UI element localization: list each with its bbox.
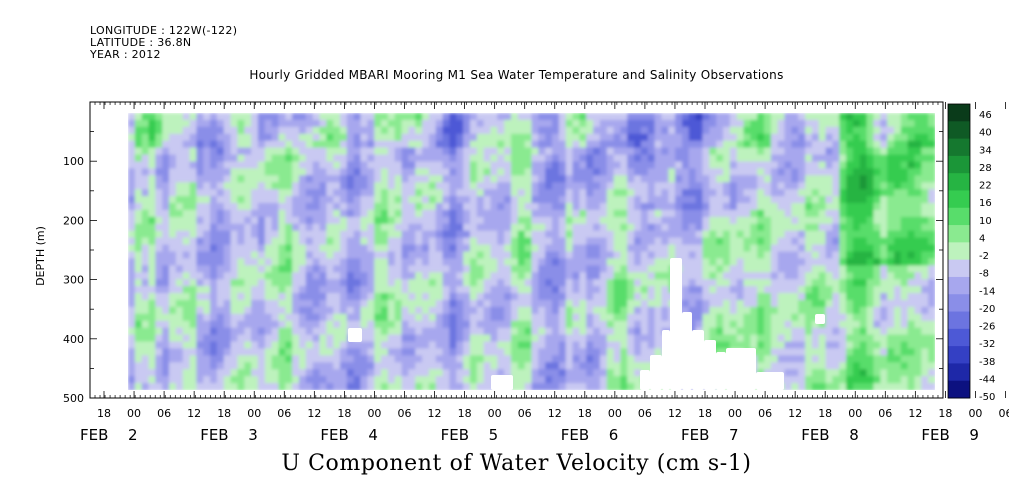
colorbar-label: -44 [979,374,995,385]
colorbar-label: -2 [979,251,989,262]
x-hour-tick-label: 18 [818,407,832,420]
colorbar-swatch [948,311,970,330]
colorbar-label: -20 [979,304,995,315]
colorbar-swatch [948,121,970,140]
x-hour-tick-label: 12 [668,407,682,420]
longitude-label: LONGITUDE : 122W(-122) [90,24,238,37]
x-day-number-label: 3 [248,426,258,444]
x-hour-tick-label: 06 [398,407,412,420]
x-day-number-label: 2 [128,426,138,444]
x-hour-tick-label: 00 [968,407,982,420]
x-hour-tick-label: 12 [307,407,321,420]
colorbar-swatch [948,104,970,122]
x-hour-tick-label: 06 [157,407,171,420]
x-day-month-label: FEB [681,426,709,444]
x-hour-tick-label: 18 [698,407,712,420]
x-day-month-label: FEB [80,426,108,444]
chart-title: Hourly Gridded MBARI Mooring M1 Sea Wate… [249,68,784,82]
x-day-number-label: 9 [969,426,979,444]
colorbar-label: 28 [979,163,992,174]
latitude-label: LATITUDE : 36.8N [90,36,192,49]
colorbar-label: -14 [979,286,995,297]
colorbar-label: -8 [979,269,989,280]
colorbar-label: -38 [979,357,995,368]
colorbar-swatch [948,259,970,278]
colorbar-swatch [948,138,970,157]
y-tick-label: 200 [63,214,84,227]
x-day-month-label: FEB [801,426,829,444]
x-hour-tick-label: 00 [488,407,502,420]
x-hour-tick-label: 00 [728,407,742,420]
colorbar-swatch [948,363,970,382]
y-tick-label: 400 [63,333,84,346]
colorbar-swatch [948,294,970,313]
x-day-number-label: 5 [489,426,499,444]
x-hour-tick-label: 06 [878,407,892,420]
colorbar-label: 16 [979,198,992,209]
x-hour-tick-label: 00 [247,407,261,420]
x-day-month-label: FEB [561,426,589,444]
x-day-month-label: FEB [441,426,469,444]
colorbar-swatch [948,173,970,191]
colorbar-label: 34 [979,145,992,156]
heatmap-field [128,113,935,390]
x-hour-tick-label: 12 [908,407,922,420]
x-hour-tick-label: 18 [578,407,592,420]
x-day-month-label: FEB [320,426,348,444]
x-axis: 18 00 06 12 18 00 06 12 18 00 06 12 18 00 06 12 18 00 06 12… [80,102,1009,444]
colorbar-swatch [948,346,970,364]
colorbar-swatch [948,242,970,261]
colorbar-label: 40 [979,128,992,139]
x-day-number-label: 7 [729,426,739,444]
colorbar: 46 40 34 28 22 16 10 4 -2 -8 -14 -20 -26 -32 -38 -44 -50 [947,103,995,403]
colorbar-swatch [948,155,970,174]
x-hour-tick-label: 06 [758,407,772,420]
colorbar-label: 46 [979,110,992,121]
x-hour-tick-label: 12 [788,407,802,420]
colorbar-swatch [948,225,970,243]
colorbar-swatch [948,328,970,347]
x-hour-tick-label: 12 [187,407,201,420]
y-axis-label: DEPTH (m) [34,226,47,286]
x-hour-tick-label: 06 [277,407,291,420]
x-hour-tick-label: 12 [428,407,442,420]
x-hour-tick-label: 12 [548,407,562,420]
x-hour-tick-label: 00 [127,407,141,420]
x-hour-tick-label: 06 [638,407,652,420]
x-hour-tick-label: 18 [217,407,231,420]
x-hour-tick-label: 18 [458,407,472,420]
x-day-month-label: FEB [921,426,949,444]
x-hour-tick-label: 18 [938,407,952,420]
colorbar-label: 22 [979,181,992,192]
colorbar-swatch [948,190,970,209]
y-axis: 100 200 300 400 500 [63,131,943,405]
colorbar-swatch [948,380,970,399]
x-axis-label: U Component of Water Velocity (cm s-1) [281,451,752,476]
colorbar-label: 4 [979,233,985,244]
colorbar-label: -50 [979,392,995,403]
x-hour-tick-label: 06 [999,407,1009,420]
colorbar-label: 10 [979,216,992,227]
y-tick-label: 300 [63,274,84,287]
x-hour-tick-label: 18 [97,407,111,420]
x-hour-tick-label: 00 [608,407,622,420]
colorbar-swatch [948,207,970,226]
x-day-number-label: 8 [849,426,859,444]
x-hour-tick-label: 18 [337,407,351,420]
year-label: YEAR : 2012 [90,48,161,61]
y-tick-label: 500 [63,392,84,405]
x-hour-tick-label: 00 [367,407,381,420]
colorbar-label: -26 [979,322,995,333]
x-day-month-label: FEB [200,426,228,444]
x-hour-tick-label: 00 [848,407,862,420]
x-day-number-label: 4 [368,426,378,444]
colorbar-label: -32 [979,339,995,350]
colorbar-swatch [948,276,970,295]
y-tick-label: 100 [63,155,84,168]
x-hour-tick-label: 06 [518,407,532,420]
x-day-number-label: 6 [609,426,619,444]
